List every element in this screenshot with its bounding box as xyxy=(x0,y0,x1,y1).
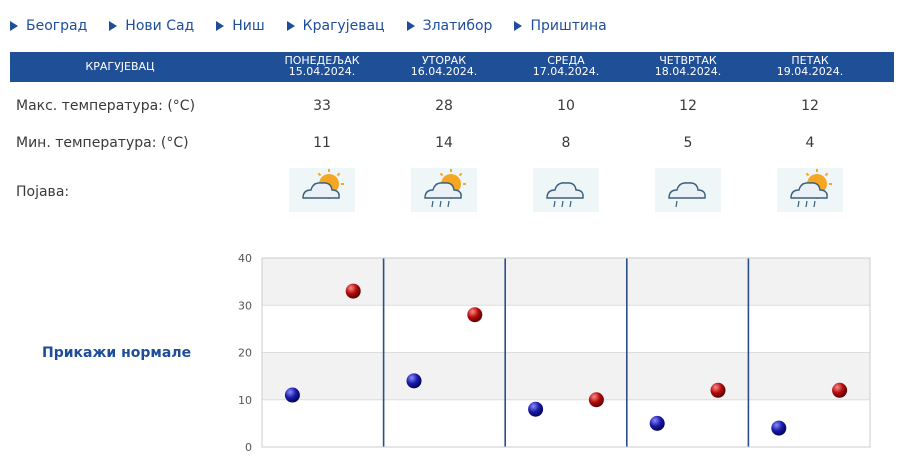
arrow-right-icon xyxy=(10,21,18,31)
day-name: УТОРАК xyxy=(421,54,467,67)
min-temp-marker xyxy=(649,415,665,431)
nav-item-label: Ниш xyxy=(232,18,265,34)
max-temp-marker xyxy=(710,382,726,398)
sun-cloud-rain-icon xyxy=(411,168,477,212)
min-temp-marker xyxy=(528,401,544,417)
grid-band xyxy=(262,258,870,306)
min-temp-value: 14 xyxy=(435,135,453,151)
nav-item-label: Златибор xyxy=(422,18,493,34)
cloud-rain-icon xyxy=(533,168,599,212)
max-temp-value: 33 xyxy=(313,98,331,114)
nav-item-3[interactable]: Крагујевац xyxy=(286,18,385,34)
day-date: 18.04.2024. xyxy=(654,65,722,78)
day-header: ЧЕТВРТАК 18.04.2024. xyxy=(628,55,748,85)
city-navigation: Београд Нови Сад Ниш Крагујевац Златибор Приш… xyxy=(10,14,629,38)
max-temp-marker xyxy=(832,382,848,398)
sun-cloud-icon xyxy=(289,168,355,212)
y-tick-label: 10 xyxy=(238,394,252,407)
grid-band xyxy=(262,305,870,353)
arrow-right-icon xyxy=(216,21,225,31)
phenomenon-label: Појава: xyxy=(16,184,70,200)
max-temp-value: 12 xyxy=(679,98,697,114)
arrow-right-icon xyxy=(109,21,118,31)
grid-band xyxy=(262,352,870,400)
nav-item-5[interactable]: Приштина xyxy=(514,18,607,34)
min-temp-value: 8 xyxy=(561,135,571,151)
day-name: СРЕДА xyxy=(547,54,585,67)
max-temp-marker xyxy=(588,392,604,408)
nav-item-4[interactable]: Златибор xyxy=(406,18,493,34)
min-temp-marker xyxy=(771,420,787,436)
max-temp-value: 12 xyxy=(801,98,819,114)
min-temp-marker xyxy=(406,373,422,389)
min-temp-value: 4 xyxy=(805,135,815,151)
max-temp-value: 10 xyxy=(557,98,575,114)
y-tick-label: 20 xyxy=(238,347,252,360)
sun-cloud-rain-icon xyxy=(777,168,843,212)
arrow-right-icon xyxy=(514,21,523,31)
cloud-drizzle-icon xyxy=(655,168,721,212)
min-temp-label: Мин. температура: (°C) xyxy=(16,135,189,151)
plot-frame xyxy=(261,257,871,448)
day-header: ПЕТАК 19.04.2024. xyxy=(750,55,870,85)
day-date: 16.04.2024. xyxy=(410,65,478,78)
nav-item-label: Крагујевац xyxy=(302,18,385,34)
y-tick-label: 0 xyxy=(245,441,252,454)
min-temp-marker xyxy=(284,387,300,403)
nav-item-0[interactable]: Београд xyxy=(10,18,87,34)
show-normals-link[interactable]: Прикажи нормале xyxy=(42,345,192,361)
min-temp-value: 11 xyxy=(313,135,331,151)
day-header: ПОНЕДЕЉАК 15.04.2024. xyxy=(262,55,382,85)
day-date: 17.04.2024. xyxy=(532,65,600,78)
day-name: ПОНЕДЕЉАК xyxy=(284,54,360,67)
day-date: 19.04.2024. xyxy=(776,65,844,78)
city-header: КРАГУЈЕВАЦ xyxy=(85,60,155,73)
y-tick-label: 30 xyxy=(238,299,252,312)
max-temp-value: 28 xyxy=(435,98,453,114)
max-temp-marker xyxy=(467,307,483,323)
nav-item-2[interactable]: Ниш xyxy=(216,18,265,34)
grid-band xyxy=(262,399,870,447)
nav-item-label: Приштина xyxy=(530,18,607,34)
min-temp-value: 5 xyxy=(683,135,693,151)
day-name: ЧЕТВРТАК xyxy=(659,54,717,67)
day-header: СРЕДА 17.04.2024. xyxy=(506,55,626,85)
max-temp-marker xyxy=(345,283,361,299)
day-name: ПЕТАК xyxy=(791,54,829,67)
arrow-right-icon xyxy=(286,21,295,31)
day-header: УТОРАК 16.04.2024. xyxy=(384,55,504,85)
arrow-right-icon xyxy=(406,21,415,31)
day-date: 15.04.2024. xyxy=(288,65,356,78)
nav-item-label: Нови Сад xyxy=(125,18,195,34)
forecast-table-header: КРАГУЈЕВАЦ ПОНЕДЕЉАК 15.04.2024. УТОРАК 16.… xyxy=(10,52,894,82)
max-temp-label: Макс. температура: (°C) xyxy=(16,98,196,114)
y-tick-label: 40 xyxy=(238,252,252,265)
nav-item-1[interactable]: Нови Сад xyxy=(109,18,194,34)
nav-item-label: Београд xyxy=(26,18,88,34)
